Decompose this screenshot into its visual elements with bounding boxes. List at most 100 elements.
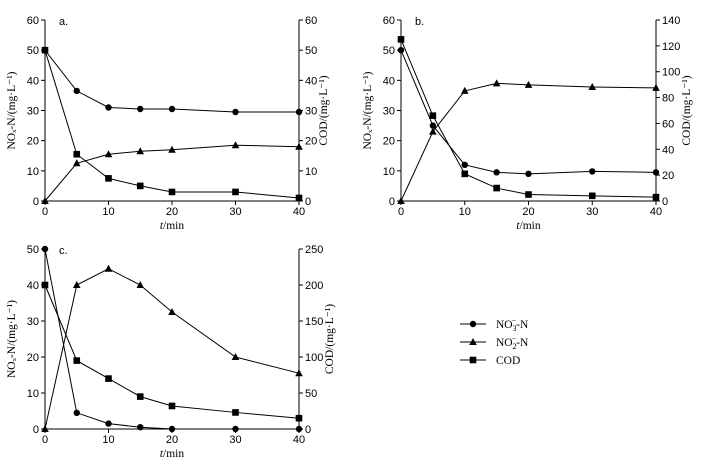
data-point [295, 142, 303, 150]
data-point [136, 182, 144, 190]
legend-marker [469, 320, 477, 328]
x-axis-label: t/min [160, 448, 185, 460]
y-right-tick-label: 40 [662, 144, 674, 156]
y-right-tick-label: 60 [662, 118, 674, 130]
data-point [524, 80, 533, 88]
data-point [493, 169, 500, 176]
data-point [73, 87, 80, 95]
y-left-tick-label: 10 [27, 388, 39, 400]
x-tick-label: 40 [293, 206, 305, 218]
series-line [400, 82, 657, 202]
series-line [44, 284, 300, 419]
y-right-tick-label: 0 [305, 424, 311, 436]
series-line [400, 49, 657, 175]
data-point [295, 414, 303, 422]
legend-marker [469, 356, 477, 364]
data-point [397, 36, 405, 43]
legend-label: NO3−-N [496, 316, 529, 333]
data-point [232, 188, 239, 196]
data-point [397, 197, 405, 204]
data-point [295, 425, 303, 433]
data-point [652, 193, 660, 201]
data-point [136, 147, 145, 155]
data-point [588, 82, 597, 90]
y-left-tick-label: 50 [27, 244, 39, 256]
data-point [168, 105, 176, 113]
data-point [295, 108, 303, 116]
x-tick-label: 10 [102, 206, 114, 218]
series-no3-n [397, 46, 660, 178]
data-point [232, 409, 239, 416]
data-point [232, 108, 239, 116]
y-right-tick-label: 250 [305, 244, 323, 256]
y-left-tick-label: 10 [27, 166, 39, 178]
x-tick-label: 0 [42, 434, 48, 446]
x-tick-label: 30 [229, 206, 241, 218]
legend-label: NO2−-N [496, 334, 529, 351]
y-right-tick-label: 0 [662, 196, 668, 208]
data-point [525, 191, 532, 198]
x-tick-label: 20 [166, 206, 178, 218]
y-right-tick-label: 20 [662, 170, 674, 182]
series-line [44, 248, 299, 430]
data-point [461, 161, 468, 168]
data-point [168, 308, 176, 315]
y-right-tick-label: 200 [305, 280, 323, 292]
x-tick-label: 10 [459, 206, 471, 218]
series-cod [41, 281, 303, 422]
data-point [136, 393, 144, 400]
y-left-tick-label: 30 [27, 106, 39, 118]
y-left-tick-label: 60 [27, 15, 39, 27]
y-left-tick-label: 40 [383, 75, 395, 87]
x-tick-label: 20 [166, 434, 178, 446]
series-no2-n [41, 264, 303, 432]
data-point [652, 83, 660, 91]
y-right-tick-label: 40 [305, 75, 317, 87]
data-point [137, 105, 144, 113]
data-point [461, 170, 469, 178]
data-point [492, 79, 501, 87]
y-right-tick-label: 100 [305, 352, 323, 364]
x-tick-label: 10 [102, 434, 114, 446]
y-left-tick-label: 0 [33, 196, 39, 208]
data-point [105, 420, 112, 427]
legend-item: COD [460, 355, 520, 367]
y-right-axis-label: COD/(mg·L⁻¹) [318, 75, 330, 145]
data-point [136, 281, 145, 288]
x-tick-label: 30 [586, 206, 598, 218]
data-point [41, 281, 49, 289]
chart-panel-1: 0 10 20 30 4001020304050600102030405060a.t/m… [6, 15, 330, 232]
data-point [295, 194, 303, 202]
series-line [44, 50, 300, 199]
y-left-tick-label: 20 [383, 136, 395, 148]
data-point [41, 46, 49, 54]
chart-panel-2: 0 10 20 30 400102030405060020406080100120140… [362, 15, 693, 232]
y-right-tick-label: 50 [305, 388, 317, 400]
data-point [41, 425, 49, 432]
x-axis-label: t/min [160, 220, 185, 232]
y-right-tick-label: 0 [305, 196, 311, 208]
panel-label: b. [415, 16, 424, 28]
x-tick-label: 0 [398, 206, 404, 218]
data-point [105, 375, 112, 382]
data-point [104, 150, 113, 158]
data-point [41, 197, 49, 204]
data-point [105, 175, 112, 182]
data-point [73, 357, 81, 364]
data-point [429, 112, 437, 119]
series-no3-n [41, 245, 303, 433]
data-point [168, 188, 176, 196]
data-point [231, 353, 240, 360]
y-right-tick-label: 140 [662, 15, 680, 27]
data-point [232, 425, 239, 433]
y-left-tick-label: 0 [389, 196, 395, 208]
series-no2-n [397, 79, 660, 204]
series-cod [41, 46, 303, 202]
y-right-axis-label: COD/(mg·L⁻¹) [324, 304, 336, 374]
data-point [41, 245, 49, 253]
y-left-axis-label: NOₓ-N/(mg·L⁻¹) [6, 300, 18, 378]
data-point [295, 369, 303, 377]
x-axis-label: t/min [516, 220, 541, 232]
series-no3-n [41, 46, 303, 116]
